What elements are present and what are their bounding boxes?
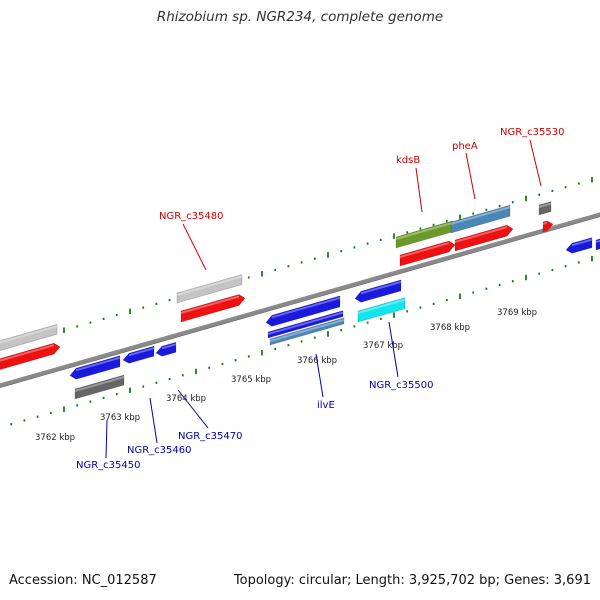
backbone-line xyxy=(0,212,600,388)
gene-label-ngr-c35500[interactable]: NGR_c35500 xyxy=(369,380,434,391)
cds-arrow-ngr-c35530-shine xyxy=(543,221,547,225)
cds-arrow-ngr-c35470-body xyxy=(155,341,177,357)
gene-bar-ngr-c35450-body xyxy=(74,374,125,400)
cds-arrow-ngr-c35500-body xyxy=(354,279,402,303)
cds-arrow-ngr-c35480 xyxy=(180,294,246,323)
gene-bar-ngr-c35480-grey xyxy=(176,274,243,304)
leader-line-7 xyxy=(315,353,324,398)
cds-arrow-ngr-c35450-shine xyxy=(76,356,120,372)
leader-line-3 xyxy=(529,139,542,187)
cds-arrow-ngr-c35480-body xyxy=(180,294,246,323)
gene-bar-ngr-c35530-shine xyxy=(539,202,551,208)
cds-arrow-right-reverse-body xyxy=(565,237,593,254)
cds-arrow-ilve xyxy=(265,295,341,327)
cds-arrow-right-reverse xyxy=(565,237,593,254)
cds-arrow-ngr-c35500 xyxy=(354,279,402,303)
cds-arrow-ngr-c35530 xyxy=(542,220,554,233)
tick-label-3769: 3769 kbp xyxy=(497,308,537,318)
cds-arrow-ngr-c35530-body xyxy=(542,220,554,233)
leader-line-5 xyxy=(149,397,158,444)
gene-label-ngr-c35470[interactable]: NGR_c35470 xyxy=(178,431,243,442)
lower-tick-track xyxy=(10,255,593,426)
leader-line-1 xyxy=(415,167,423,213)
leader-line-2 xyxy=(465,152,476,200)
tick-label-3767: 3767 kbp xyxy=(363,341,403,351)
genome-stats-text: Topology: circular; Length: 3,925,702 bp… xyxy=(233,573,591,588)
cds-arrow-ngr-c35470-shine xyxy=(162,343,176,350)
gene-label-ngr-c35530[interactable]: NGR_c35530 xyxy=(500,127,565,138)
gene-bar-ilve-dark-shine xyxy=(268,311,343,335)
cds-arrow-left-forward-body xyxy=(0,342,61,370)
cds-arrow-ngr-c35450-body xyxy=(69,355,121,380)
gene-bar-ngr-c35500 xyxy=(357,297,406,323)
cds-arrow-phea-body xyxy=(454,224,514,252)
gene-bar-grey-left xyxy=(0,323,58,351)
cds-arrow-edge-reverse-shine xyxy=(596,239,600,243)
cds-arrow-ngr-c35450 xyxy=(69,355,121,380)
leader-line-8 xyxy=(388,321,399,378)
cds-arrow-edge-reverse-body xyxy=(595,238,600,251)
leader-line-4 xyxy=(105,419,108,459)
gene-bar-phea xyxy=(450,204,511,234)
gene-label-ngr-c35450[interactable]: NGR_c35450 xyxy=(76,460,141,471)
axis-tick-labels: 3762 kbp 3763 kbp 3764 kbp 3765 kbp 3766… xyxy=(35,308,537,443)
cds-arrow-left-forward xyxy=(0,342,61,370)
gene-bar-ilve-dark-body xyxy=(267,310,344,339)
cds-arrow-edge-reverse xyxy=(595,238,600,251)
cds-arrow-ngr-c35500-shine xyxy=(361,280,401,295)
gene-bar-grey-left-shine xyxy=(0,325,57,344)
gene-bar-ilve-steel-shine xyxy=(270,318,344,342)
tick-label-3768: 3768 kbp xyxy=(430,323,470,333)
gene-bar-ngr-c35500-body xyxy=(357,297,406,323)
cds-arrow-kdsb-shine xyxy=(400,242,449,258)
tick-label-3763: 3763 kbp xyxy=(100,413,140,423)
gene-label-leaders xyxy=(105,139,542,459)
cds-arrow-ilve-shine xyxy=(272,296,340,319)
genome-backbone xyxy=(0,212,600,388)
gene-labels: NGR_c35480 kdsB pheA NGR_c35530 NGR_c354… xyxy=(76,127,565,471)
tick-label-3762: 3762 kbp xyxy=(35,433,75,443)
cds-arrow-ngr-c35460-shine xyxy=(129,347,154,357)
cds-arrow-ngr-c35460-body xyxy=(122,345,155,364)
cds-arrow-ilve-body xyxy=(265,295,341,327)
cds-arrow-right-reverse-shine xyxy=(572,238,592,247)
gene-bar-ngr-c35480-grey-body xyxy=(176,274,243,304)
genome-title: Rhizobium sp. NGR234, complete genome xyxy=(156,9,444,25)
gene-label-phea[interactable]: pheA xyxy=(452,141,478,152)
leader-line-6 xyxy=(177,389,209,429)
cds-arrow-ngr-c35460 xyxy=(122,345,155,364)
cds-arrow-ngr-c35480-shine xyxy=(181,295,239,314)
cds-arrow-phea xyxy=(454,224,514,252)
gene-features xyxy=(0,201,600,400)
accession-text: Accession: NC_012587 xyxy=(9,573,157,588)
gene-label-ngr-c35460[interactable]: NGR_c35460 xyxy=(127,445,192,456)
tick-label-3766: 3766 kbp xyxy=(297,356,337,366)
cds-arrow-kdsb-body xyxy=(399,240,456,267)
gene-bar-kdsb-shine xyxy=(396,222,452,240)
gene-label-ilve[interactable]: ilvE xyxy=(317,400,335,411)
gene-bar-grey-left-body xyxy=(0,323,58,351)
cds-arrow-ngr-c35470 xyxy=(155,341,177,357)
tick-label-3764: 3764 kbp xyxy=(166,394,206,404)
cds-arrow-kdsb xyxy=(399,240,456,267)
gene-bar-ilve-steel-body xyxy=(269,317,345,346)
gene-bar-ngr-c35500-shine xyxy=(358,298,405,314)
gene-bar-ngr-c35530-body xyxy=(538,201,552,216)
gene-bar-phea-shine xyxy=(451,206,510,225)
gene-bar-ngr-c35450-shine xyxy=(75,376,124,392)
tick-label-3765: 3765 kbp xyxy=(231,375,271,385)
cds-arrow-left-forward-shine xyxy=(0,344,54,362)
gene-label-ngr-c35480[interactable]: NGR_c35480 xyxy=(159,211,224,222)
gene-bar-ilve-steel xyxy=(269,317,345,346)
gene-bar-ngr-c35480-grey-shine xyxy=(177,275,242,296)
gene-bar-ngr-c35530 xyxy=(538,201,552,216)
gene-bar-ngr-c35450 xyxy=(74,374,125,400)
leader-line-0 xyxy=(182,223,207,271)
cds-arrow-phea-shine xyxy=(455,226,507,243)
gene-bar-ilve-dark xyxy=(267,310,344,339)
gene-label-kdsb[interactable]: kdsB xyxy=(396,155,420,166)
gene-bar-phea-body xyxy=(450,204,511,234)
